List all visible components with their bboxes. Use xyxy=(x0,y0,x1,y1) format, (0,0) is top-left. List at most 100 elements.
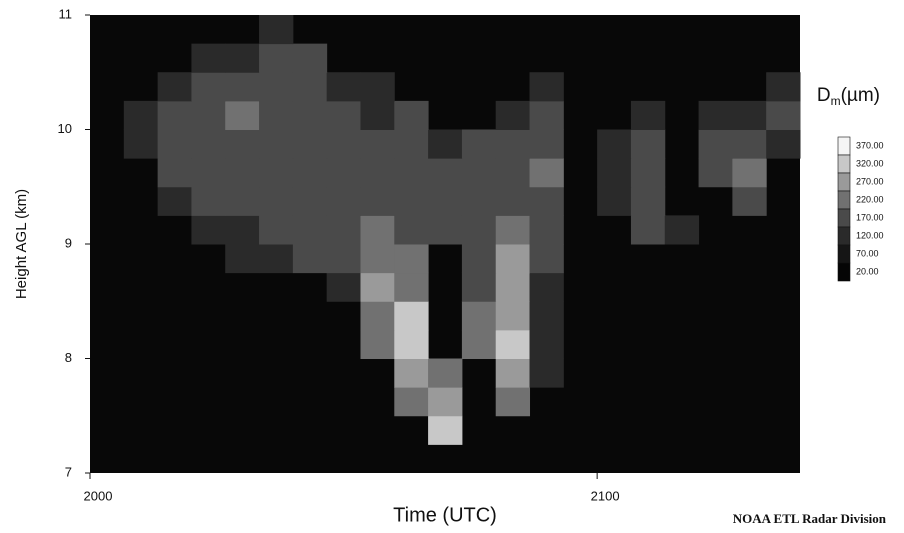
heat-cell xyxy=(360,273,394,302)
heat-cell xyxy=(225,158,259,187)
colorbar-swatch xyxy=(838,263,850,281)
heat-cell xyxy=(191,130,225,159)
heat-cell xyxy=(259,158,293,187)
heat-cell xyxy=(530,301,564,330)
heat-cell xyxy=(293,158,327,187)
heat-cell xyxy=(327,273,361,302)
heat-cell xyxy=(327,187,361,216)
y-tick-label: 10 xyxy=(58,121,72,136)
heat-cell xyxy=(360,244,394,273)
heat-cell xyxy=(631,130,665,159)
heat-cell xyxy=(597,187,631,216)
y-tick-label: 8 xyxy=(65,350,72,365)
heat-cell xyxy=(496,273,530,302)
heat-cell xyxy=(496,359,530,388)
heat-cell xyxy=(462,215,496,244)
x-tick-label: 2100 xyxy=(591,488,620,503)
heat-cell xyxy=(766,72,800,101)
y-tick-label: 9 xyxy=(65,235,72,250)
heat-cell xyxy=(225,101,259,130)
heat-cell xyxy=(360,301,394,330)
colorbar-swatch xyxy=(838,191,850,209)
heat-cell xyxy=(428,130,462,159)
heat-cell xyxy=(496,187,530,216)
colorbar-swatch xyxy=(838,227,850,245)
heat-cell xyxy=(631,158,665,187)
heat-cell xyxy=(191,72,225,101)
heat-cell xyxy=(360,158,394,187)
chart: Time (UTC) Height AGL (km) Dm(µm) NOAA E… xyxy=(0,0,904,533)
heat-cell xyxy=(428,416,462,445)
heat-cell xyxy=(631,187,665,216)
heat-cell xyxy=(394,244,428,273)
heat-cell xyxy=(360,330,394,359)
heat-cell xyxy=(225,44,259,73)
heat-cell xyxy=(462,187,496,216)
heat-cell xyxy=(631,101,665,130)
heat-cell xyxy=(259,130,293,159)
heat-cell xyxy=(394,330,428,359)
heat-cell xyxy=(732,158,766,187)
heat-cell xyxy=(225,215,259,244)
heat-cell xyxy=(496,130,530,159)
heat-cell xyxy=(158,158,192,187)
heat-cell xyxy=(293,215,327,244)
x-axis-label: Time (UTC) xyxy=(393,504,497,526)
heat-cell xyxy=(428,158,462,187)
heat-cell xyxy=(225,130,259,159)
heat-cell xyxy=(428,215,462,244)
heat-cell xyxy=(124,130,158,159)
colorbar-title-unit: (µm) xyxy=(841,85,880,106)
heat-cell xyxy=(259,72,293,101)
heat-cell xyxy=(293,187,327,216)
heat-cell xyxy=(327,158,361,187)
heat-cell xyxy=(191,101,225,130)
heat-cell xyxy=(766,130,800,159)
heat-cell xyxy=(124,101,158,130)
heat-cell xyxy=(259,44,293,73)
heat-cell xyxy=(360,130,394,159)
heat-cell xyxy=(394,387,428,416)
y-axis-label: Height AGL (km) xyxy=(13,189,30,299)
heat-cell xyxy=(259,244,293,273)
heat-cell xyxy=(530,244,564,273)
heat-cell xyxy=(259,215,293,244)
heat-cell xyxy=(496,387,530,416)
heat-cell xyxy=(428,387,462,416)
heat-cell xyxy=(530,101,564,130)
heat-cell xyxy=(327,101,361,130)
heat-cell xyxy=(394,301,428,330)
heat-cell xyxy=(732,130,766,159)
colorbar-label: 220.00 xyxy=(856,194,884,204)
heat-cell xyxy=(360,187,394,216)
heat-cell xyxy=(191,187,225,216)
heat-cell xyxy=(496,244,530,273)
heat-cell xyxy=(225,187,259,216)
heat-cell xyxy=(597,158,631,187)
heat-cell xyxy=(462,273,496,302)
colorbar-title-main: D xyxy=(817,85,831,106)
heat-cell xyxy=(158,187,192,216)
heat-cell xyxy=(530,158,564,187)
heat-cell xyxy=(631,215,665,244)
heat-cell xyxy=(530,359,564,388)
heat-cell xyxy=(191,215,225,244)
heat-cell xyxy=(158,101,192,130)
heat-cell xyxy=(530,130,564,159)
y-tick-label: 7 xyxy=(65,464,72,479)
heat-cell xyxy=(293,244,327,273)
heat-cell xyxy=(158,130,192,159)
x-tick-label: 2000 xyxy=(84,488,113,503)
colorbar-title-sub: m xyxy=(831,94,841,108)
heat-cell xyxy=(394,215,428,244)
footer: NOAA ETL Radar Division xyxy=(733,511,887,526)
heat-cell xyxy=(394,273,428,302)
colorbar-label: 320.00 xyxy=(856,158,884,168)
heat-cell xyxy=(293,72,327,101)
heat-cell xyxy=(462,301,496,330)
colorbar-swatch xyxy=(838,155,850,173)
colorbar-label: 270.00 xyxy=(856,176,884,186)
heat-cell xyxy=(496,330,530,359)
heat-cell xyxy=(394,101,428,130)
colorbar-label: 370.00 xyxy=(856,140,884,150)
